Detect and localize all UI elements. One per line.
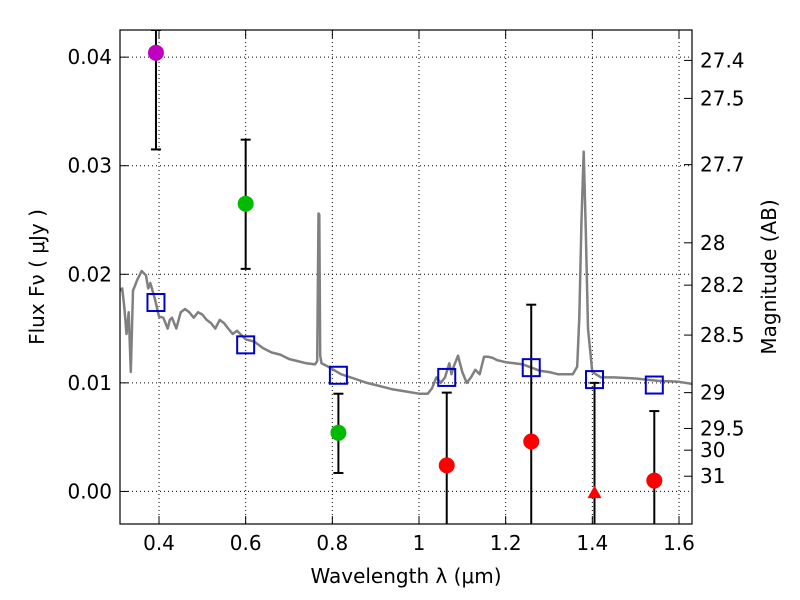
observed-photometry-markers: [147, 44, 663, 499]
x-tick-label: 1.4: [576, 531, 608, 555]
observed-flux-point: [237, 195, 254, 212]
model-photometry-boxes: [146, 293, 664, 395]
y-tick-label: 0.02: [67, 262, 112, 286]
observed-flux-point: [438, 457, 455, 474]
magnitude-tick-label: 28.2: [700, 273, 745, 297]
x-axis-label: Wavelength λ (μm): [310, 564, 501, 588]
y-tick-label: 0.01: [67, 371, 112, 395]
upper-limit-marker: [587, 485, 602, 499]
y-tick-label: 0.04: [67, 45, 112, 69]
plot-area: [120, 30, 692, 524]
y-tick-label: 0.00: [67, 479, 112, 503]
magnitude-tick-label: 31: [700, 464, 725, 488]
model-flux-box: [585, 370, 604, 390]
model-flux-box: [644, 375, 664, 395]
model-flux-box: [437, 367, 457, 387]
model-flux-box: [328, 365, 348, 385]
magnitude-tick-label: 27.4: [700, 48, 745, 72]
axis-ticks: 0.4 0.6 0.8 1 1.2 1.4 1.6 0.00 0.01 0.02 0.03 0.04 2…: [67, 30, 745, 555]
y-axis-label: Flux Fν ( μJy ): [25, 209, 49, 345]
x-tick-label: 1.2: [490, 531, 522, 555]
magnitude-tick-label: 27.7: [700, 153, 745, 177]
magnitude-tick-label: 29: [700, 381, 725, 405]
error-bars: [150, 30, 660, 524]
observed-flux-point: [646, 472, 663, 489]
magnitude-tick-label: 29.5: [700, 416, 745, 440]
x-tick-label: 0.6: [230, 531, 262, 555]
model-spectrum-line: [120, 150, 692, 395]
observed-flux-point: [330, 424, 347, 441]
model-flux-box: [146, 293, 166, 313]
x-tick-label: 1.6: [663, 531, 695, 555]
model-flux-box: [236, 335, 256, 355]
grid-lines: [120, 30, 692, 524]
magnitude-tick-label: 28: [700, 231, 725, 255]
magnitude-tick-label: 27.5: [700, 86, 745, 110]
x-tick-label: 1: [413, 531, 426, 555]
x-tick-label: 0.4: [143, 531, 175, 555]
observed-flux-point: [147, 44, 164, 61]
magnitude-tick-label: 28.5: [700, 323, 745, 347]
observed-flux-point: [523, 433, 540, 450]
right-axis-label: Magnitude (AB): [757, 199, 781, 354]
model-flux-box: [521, 358, 541, 378]
x-tick-label: 0.8: [316, 531, 348, 555]
y-tick-label: 0.03: [67, 154, 112, 178]
magnitude-tick-label: 30: [700, 438, 725, 462]
plot-frame: [119, 29, 693, 525]
